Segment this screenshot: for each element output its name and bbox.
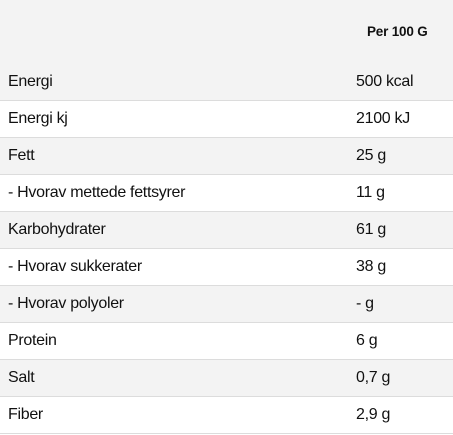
table-row: Fiber 2,9 g [0,397,453,434]
nutrient-label: - Hvorav sukkerater [8,258,142,275]
nutrient-value: 500 kcal [356,73,414,90]
nutrient-value: 2,9 g [356,406,391,423]
table-row: - Hvorav sukkerater 38 g [0,249,453,286]
table-row: - Hvorav mettede fettsyrer 11 g [0,175,453,212]
table-row: Fett 25 g [0,138,453,175]
nutrient-value: 2100 kJ [356,110,410,127]
table-row: - Hvorav polyoler - g [0,286,453,323]
nutrient-label: Fiber [8,406,43,423]
nutrient-value: 0,7 g [356,369,391,386]
nutrient-value: 61 g [356,221,386,238]
nutrient-label: Energi [8,73,53,90]
nutrient-value: 38 g [356,258,386,275]
nutrient-value: 11 g [356,184,385,201]
table-row: Energi 500 kcal [0,64,453,101]
table-row: Protein 6 g [0,323,453,360]
nutrient-label: - Hvorav polyoler [8,295,124,312]
nutrient-label: Fett [8,147,35,164]
nutrient-value: 25 g [356,147,386,164]
nutrient-label: Salt [8,369,35,386]
table-row: Karbohydrater 61 g [0,212,453,249]
nutrient-value: 6 g [356,332,378,349]
nutrient-value: - g [356,295,374,312]
nutrient-label: Protein [8,332,57,349]
table-header: Per 100 G [0,0,453,64]
nutrient-label: Karbohydrater [8,221,106,238]
nutrient-label: - Hvorav mettede fettsyrer [8,184,186,201]
column-header-per-100g: Per 100 G [367,24,428,39]
table-row: Salt 0,7 g [0,360,453,397]
nutrient-label: Energi kj [8,110,68,127]
table-row: Energi kj 2100 kJ [0,101,453,138]
